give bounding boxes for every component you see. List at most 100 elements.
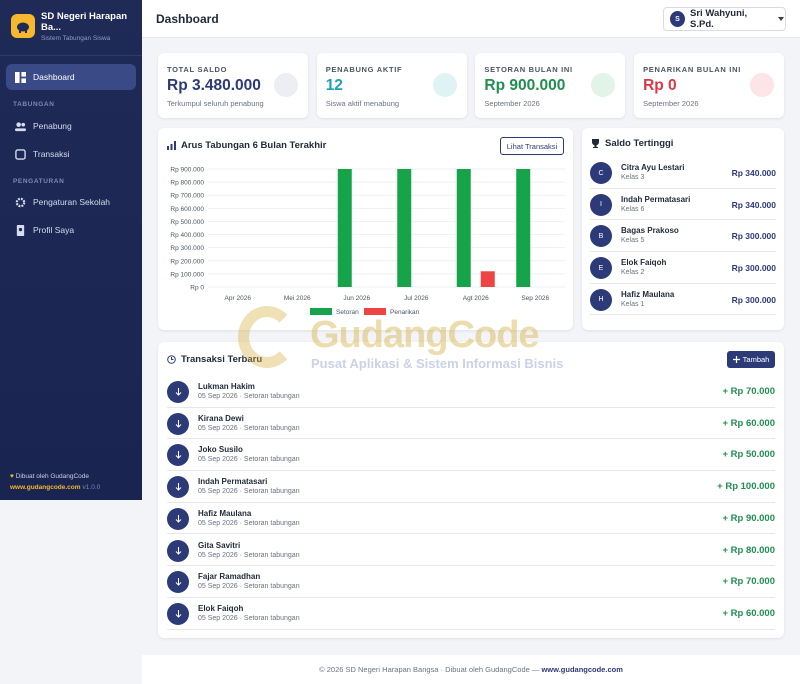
watermark-tagline: Pusat Aplikasi & Sistem Informasi Bisnis [311,356,564,371]
nav-section: PENGATURAN [13,178,65,185]
transaction-row: Indah Permatasari 05 Sep 2026 · Setoran t… [167,471,775,503]
saver-row: I Indah Permatasari Kelas 6 Rp 340.000 [590,189,776,221]
stat-label: PENARIKAN BULAN INI [643,65,741,74]
nav-label: Pengaturan Sekolah [33,197,111,207]
add-button[interactable]: Tambah [727,351,775,368]
x-tick-label: Mei 2026 [284,295,311,302]
stat-label: PENABUNG AKTIF [325,65,403,74]
nav-penabung[interactable]: Penabung [6,113,136,139]
user-name: Sri Wahyuni, S.Pd. [690,8,748,30]
saver-avatar: C [590,162,612,184]
deposit-icon [167,412,189,435]
nav-transaksi[interactable]: Transaksi [6,141,136,167]
deposit-icon [167,539,189,562]
arrow-down [175,578,181,586]
stat-value: Rp 0 [643,77,677,94]
nav-pengaturan[interactable]: Pengaturan Sekolah [6,189,136,215]
stat-card: PENABUNG AKTIF 12 Siswa aktif menabung [316,53,467,118]
deposit-icon [167,444,189,467]
stat-icon [432,73,457,97]
transaction-row: Kirana Dewi 05 Sep 2026 · Setoran tabunga… [167,408,775,440]
transaction-row: Lukman Hakim 05 Sep 2026 · Setoran tabung… [167,376,775,408]
saver-class: Kelas 2 [621,269,645,277]
nav-label: Profil Saya [33,225,75,235]
saver-avatar: B [590,225,612,248]
nav-label: Penabung [33,121,72,131]
saver-class: Kelas 6 [621,205,645,213]
transaction-row: Elok Faiqoh 05 Sep 2026 · Setoran tabunga… [167,598,775,630]
stat-note: September 2026 [643,99,699,108]
saver-amount: Rp 340.000 [731,168,776,178]
tx-name: Fajar Ramadhan [198,572,261,582]
bar [480,271,495,287]
x-tick-label: Jul 2026 [404,295,429,302]
chart-title: Arus Tabungan 6 Bulan Terakhir [181,140,327,151]
nav-label: Dashboard [33,72,75,82]
stat-note: Siswa aktif menabung [325,99,400,108]
legend-label: Setoran [336,309,359,316]
y-tick-label: Rp 800.000 [170,180,204,187]
watermark-brand: GudangCode [310,314,540,356]
chart-icon [167,141,176,150]
view-transactions-button[interactable]: Lihat Transaksi [500,137,564,155]
chart: Rp 0 Rp 100.000 Rp 200.000 Rp 300.000 Rp 400… [170,167,565,316]
arrow-path [175,609,181,618]
arrow-down [175,609,181,618]
saver-name: Bagas Prakoso [621,226,679,236]
stat-note: September 2026 [484,99,540,108]
saver-name: Citra Ayu Lestari [621,163,685,172]
transaction-row: Joko Susilo 05 Sep 2026 · Setoran tabunga… [167,439,775,472]
clock-icon [167,355,176,364]
legend-label: Penarikan [390,309,420,316]
deposit-icon [167,602,189,625]
page-title: Dashboard [156,12,219,26]
arrow-path [175,546,181,555]
saver-row: B Bagas Prakoso Kelas 5 Rp 300.000 [590,220,776,253]
y-tick-label: Rp 400.000 [170,232,204,239]
footer-text: © 2026 SD Negeri Harapan Bangsa · Dibuat… [319,665,540,674]
y-tick-label: Rp 0 [190,285,204,292]
stat-card: TOTAL SALDO Rp 3.480.000 Terkumpul seluruh… [158,53,308,118]
tx-meta: 05 Sep 2026 · Setoran tabungan [198,551,300,559]
bar [456,169,471,287]
saver-amount: Rp 300.000 [731,263,776,274]
nav-section: TABUNGAN [13,101,55,108]
plus-icon [732,356,740,363]
credit-link[interactable]: www.gudangcode.com [10,484,81,491]
bar [516,169,531,287]
nav-icon [15,121,26,131]
tx-title-row: Transaksi Terbaru [167,354,262,365]
tx-amount: + Rp 50.000 [722,449,775,461]
tx-name: Elok Faiqoh [198,603,244,613]
stat-value: Rp 900.000 [484,77,566,94]
tx-amount: + Rp 80.000 [722,544,775,556]
tx-name: Joko Susilo [198,445,243,455]
arrow-path [175,388,181,396]
tx-name: Indah Permatasari [198,477,268,487]
arrow-down [175,388,181,396]
y-tick-label: Rp 700.000 [170,193,204,200]
footer-link[interactable]: www.gudangcode.com [541,665,623,674]
saver-row: E Elok Faiqoh Kelas 2 Rp 300.000 [590,252,776,284]
tx-name: Gita Savitri [198,540,241,550]
x-tick-label: Jun 2026 [343,295,370,302]
deposit-icon [167,381,189,403]
tx-meta: 05 Sep 2026 · Setoran tabungan [198,393,300,400]
saver-name: Elok Faiqoh [621,258,667,268]
divider [0,55,142,56]
nav-dashboard[interactable]: Dashboard [6,64,136,90]
nav-profil[interactable]: Profil Saya [6,217,136,243]
brand-subtitle: Sistem Tabungan Siswa [41,35,111,42]
chart-title-row: Arus Tabungan 6 Bulan Terakhir [167,140,326,151]
bar [397,169,412,287]
tx-meta: 05 Sep 2026 · Setoran tabungan [198,456,300,464]
credit-text: Dibuat oleh GudangCode [15,473,90,480]
saver-name: Indah Permatasari [621,194,691,204]
saver-amount: Rp 300.000 [731,231,776,242]
watermark-logo [238,306,296,368]
tx-title: Transaksi Terbaru [181,354,263,365]
stat-icon [274,73,298,97]
arrow-down [175,419,181,428]
user-menu[interactable]: S Sri Wahyuni, S.Pd. [663,7,786,31]
